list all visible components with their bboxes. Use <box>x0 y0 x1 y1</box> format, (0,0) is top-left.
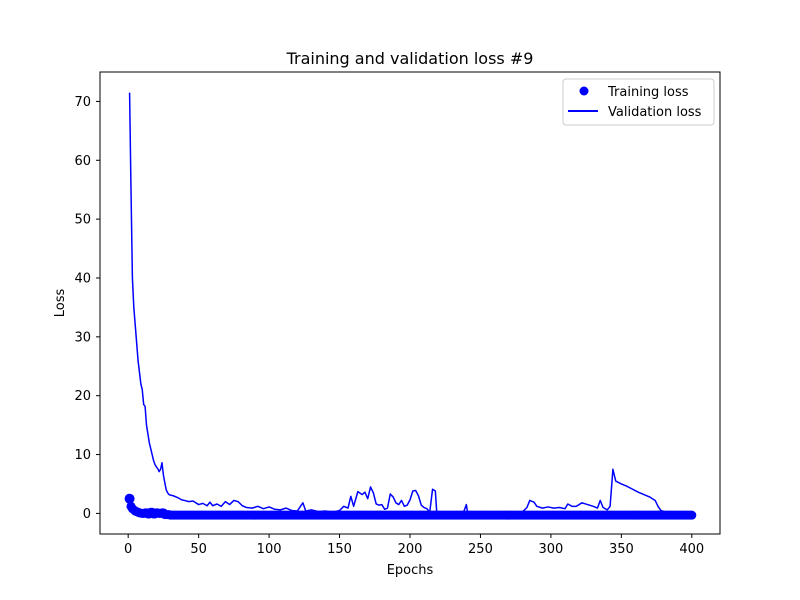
y-tick-label: 10 <box>74 448 91 463</box>
training-loss-point <box>124 493 135 504</box>
plot-area <box>124 92 697 520</box>
y-tick-label: 0 <box>83 507 91 522</box>
x-tick-label: 50 <box>190 542 207 557</box>
x-tick-label: 100 <box>257 542 282 557</box>
x-tick-label: 150 <box>327 542 352 557</box>
legend-label-training: Training loss <box>607 85 689 100</box>
x-axis: 0 50 100 150 200 250 300 350 400 <box>124 534 704 557</box>
y-tick-label: 60 <box>74 154 91 169</box>
x-tick-label: 200 <box>398 542 423 557</box>
x-tick-label: 0 <box>124 542 132 557</box>
y-tick-label: 40 <box>74 271 91 286</box>
validation-loss-line <box>128 92 692 516</box>
x-axis-label: Epochs <box>387 563 434 578</box>
y-axis: 0 10 20 30 40 50 60 70 <box>74 95 100 522</box>
y-axis-label: Loss <box>53 289 68 318</box>
legend-box <box>562 78 715 126</box>
y-tick-label: 30 <box>74 330 91 345</box>
y-tick-label: 70 <box>74 95 91 110</box>
x-tick-label: 400 <box>679 542 704 557</box>
legend: Training loss Validation loss <box>562 78 715 126</box>
y-tick-label: 50 <box>74 213 91 228</box>
y-tick-label: 20 <box>74 389 91 404</box>
x-tick-label: 350 <box>609 542 634 557</box>
x-tick-label: 250 <box>468 542 493 557</box>
legend-label-validation: Validation loss <box>608 105 702 120</box>
chart-title: Training and validation loss #9 <box>286 49 534 68</box>
legend-marker-training <box>579 86 589 96</box>
x-tick-label: 300 <box>538 542 563 557</box>
training-loss-point <box>687 510 697 520</box>
